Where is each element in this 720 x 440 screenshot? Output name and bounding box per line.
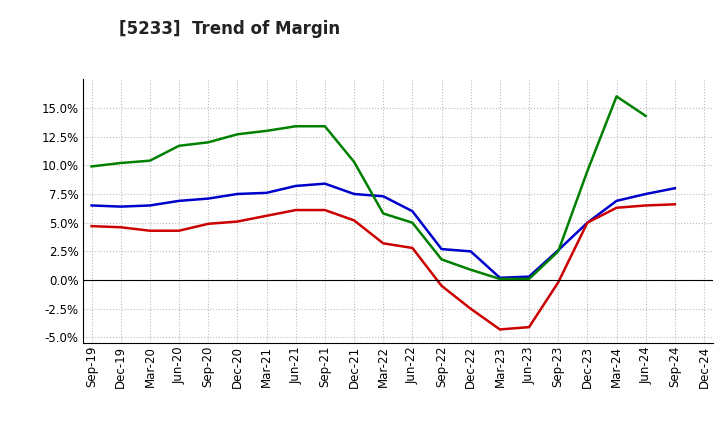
Operating Cashflow — [204, 139, 212, 145]
Ordinary Income — [292, 183, 300, 189]
Operating Cashflow — [642, 113, 650, 118]
Net Income — [320, 207, 329, 213]
Line: Ordinary Income: Ordinary Income — [91, 183, 675, 278]
Net Income — [525, 324, 534, 330]
Ordinary Income — [495, 275, 504, 280]
Net Income — [175, 228, 184, 233]
Net Income — [292, 207, 300, 213]
Operating Cashflow — [408, 220, 417, 225]
Operating Cashflow — [262, 128, 271, 133]
Operating Cashflow — [117, 160, 125, 165]
Net Income — [379, 241, 387, 246]
Ordinary Income — [467, 249, 475, 254]
Ordinary Income — [612, 198, 621, 204]
Ordinary Income — [408, 209, 417, 214]
Operating Cashflow — [175, 143, 184, 148]
Operating Cashflow — [145, 158, 154, 163]
Net Income — [612, 205, 621, 210]
Net Income — [350, 218, 359, 223]
Line: Operating Cashflow: Operating Cashflow — [91, 96, 646, 279]
Net Income — [408, 245, 417, 250]
Ordinary Income — [145, 203, 154, 208]
Ordinary Income — [642, 191, 650, 197]
Net Income — [495, 327, 504, 332]
Net Income — [87, 224, 96, 229]
Ordinary Income — [233, 191, 242, 197]
Net Income — [262, 213, 271, 218]
Operating Cashflow — [87, 164, 96, 169]
Ordinary Income — [320, 181, 329, 186]
Net Income — [583, 220, 592, 225]
Ordinary Income — [554, 248, 562, 253]
Ordinary Income — [437, 246, 446, 252]
Ordinary Income — [204, 196, 212, 201]
Net Income — [437, 283, 446, 289]
Operating Cashflow — [525, 276, 534, 282]
Net Income — [670, 202, 679, 207]
Operating Cashflow — [612, 94, 621, 99]
Ordinary Income — [87, 203, 96, 208]
Ordinary Income — [583, 220, 592, 225]
Ordinary Income — [117, 204, 125, 209]
Ordinary Income — [262, 190, 271, 195]
Operating Cashflow — [320, 124, 329, 129]
Net Income — [467, 306, 475, 312]
Ordinary Income — [175, 198, 184, 204]
Ordinary Income — [670, 186, 679, 191]
Operating Cashflow — [233, 132, 242, 137]
Net Income — [204, 221, 212, 227]
Text: [5233]  Trend of Margin: [5233] Trend of Margin — [119, 20, 340, 38]
Operating Cashflow — [379, 211, 387, 216]
Net Income — [145, 228, 154, 233]
Operating Cashflow — [467, 267, 475, 272]
Operating Cashflow — [437, 257, 446, 262]
Net Income — [554, 280, 562, 285]
Net Income — [233, 219, 242, 224]
Operating Cashflow — [554, 249, 562, 254]
Operating Cashflow — [495, 276, 504, 282]
Net Income — [117, 225, 125, 230]
Ordinary Income — [350, 191, 359, 197]
Net Income — [642, 203, 650, 208]
Operating Cashflow — [583, 169, 592, 174]
Ordinary Income — [379, 194, 387, 199]
Operating Cashflow — [292, 124, 300, 129]
Operating Cashflow — [350, 159, 359, 165]
Ordinary Income — [525, 274, 534, 279]
Line: Net Income: Net Income — [91, 204, 675, 330]
